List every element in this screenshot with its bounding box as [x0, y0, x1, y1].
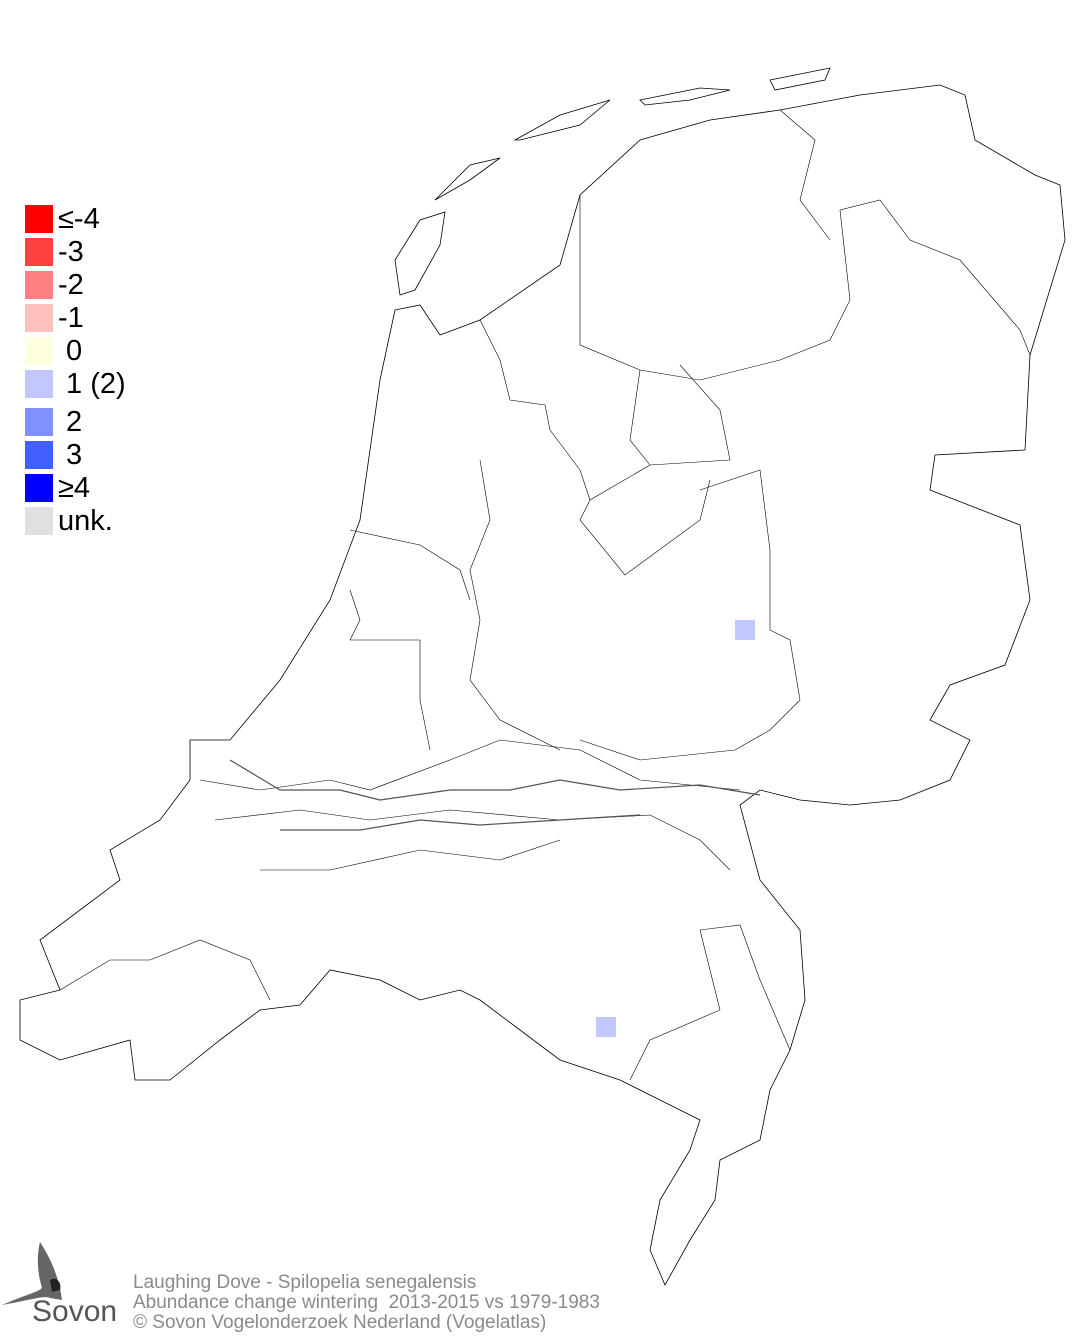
legend-label: 0 [58, 335, 83, 367]
map-caption: Laughing Dove - Spilopelia senegalensis … [133, 1273, 600, 1333]
legend-swatch [25, 337, 53, 365]
legend-swatch [25, 408, 53, 436]
island-vlieland [434, 157, 501, 201]
legend-label: ≥4 [58, 472, 91, 504]
legend-swatch [25, 238, 53, 266]
island-schiermonnikoog [769, 67, 831, 91]
island-texel [394, 211, 446, 296]
legend-label: -2 [58, 269, 84, 301]
island-ameland [639, 87, 731, 106]
map-cell-east [735, 620, 755, 640]
legend-label: 3 [58, 439, 83, 471]
sovon-logo-text: Sovon [32, 1295, 118, 1328]
legend-swatch [25, 304, 53, 332]
legend-label: ≤-4 [58, 203, 100, 235]
caption-copyright: © Sovon Vogelonderzoek Nederland (Vogela… [133, 1312, 547, 1333]
map-cell-south [596, 1017, 616, 1037]
province-borders [59, 109, 1031, 1081]
legend-swatch [25, 441, 53, 469]
legend-swatch [25, 205, 53, 233]
legend-label: unk. [58, 505, 113, 537]
mainland-outline [19, 84, 1066, 1286]
legend-label: 2 [58, 406, 83, 438]
caption-description: Abundance change wintering 2013-2015 vs … [133, 1292, 600, 1313]
river-rhine [229, 759, 761, 831]
legend-label: -3 [58, 236, 84, 268]
sovon-swallow-logo [2, 1242, 62, 1305]
legend-swatch [25, 370, 53, 398]
island-terschelling [513, 99, 611, 141]
legend-swatch [25, 271, 53, 299]
legend-label: 1 (2) [58, 368, 126, 400]
caption-species: Laughing Dove - Spilopelia senegalensis [133, 1272, 477, 1293]
legend-swatch [25, 507, 53, 535]
legend-label: -1 [58, 302, 84, 334]
legend-swatch [25, 474, 53, 502]
